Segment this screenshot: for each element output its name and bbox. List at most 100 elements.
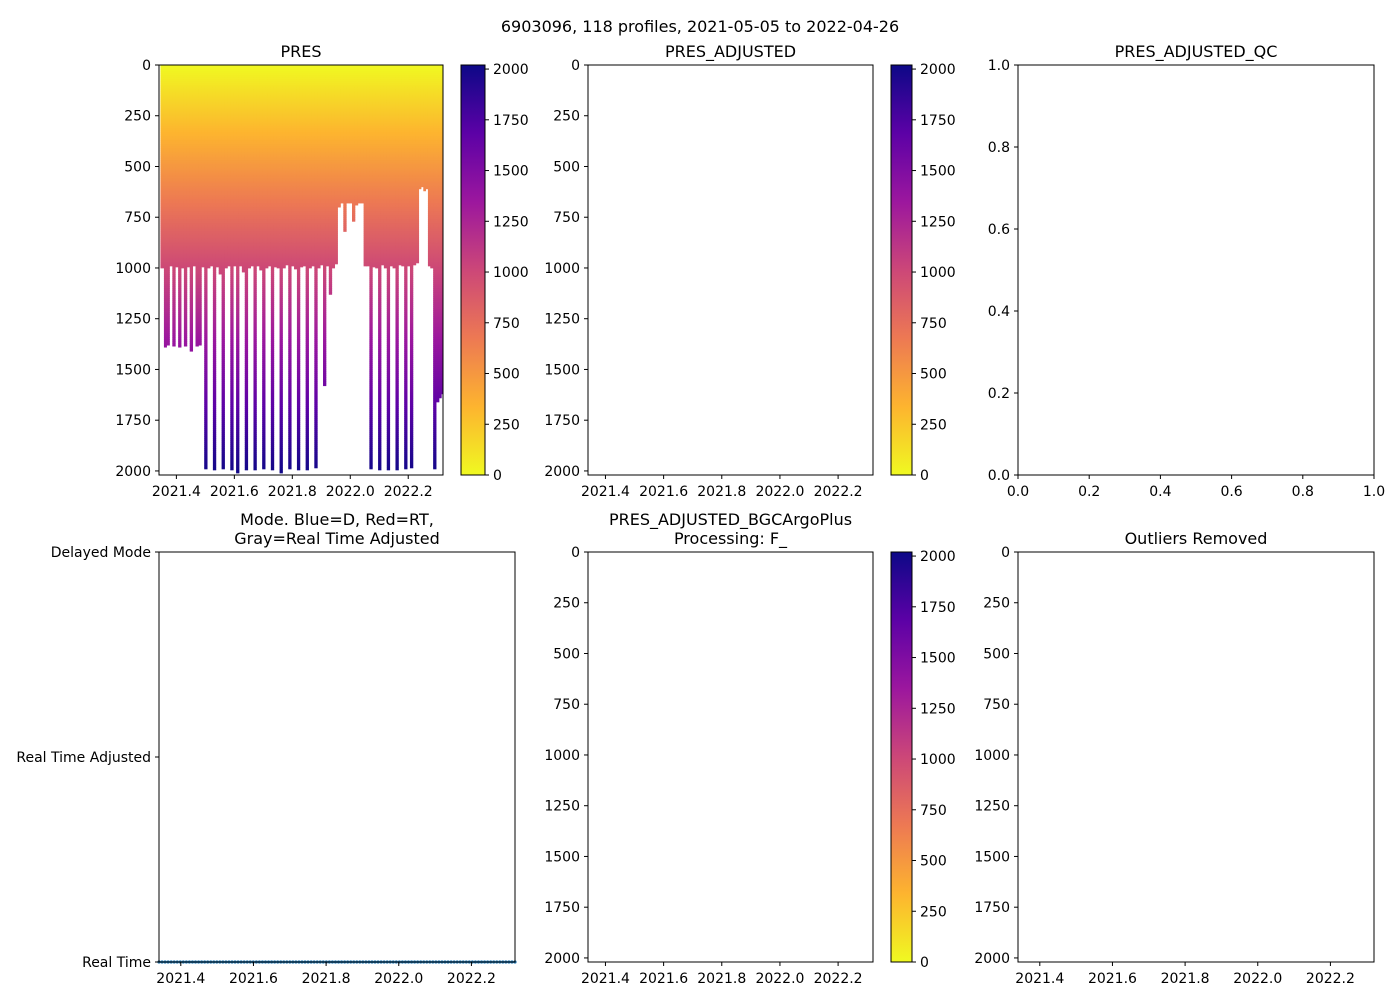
pres-profile-cell xyxy=(218,150,222,153)
pres-profile-cell xyxy=(224,154,228,157)
pres-profile-cell xyxy=(238,182,243,186)
pres-profile-cell xyxy=(160,138,165,141)
pres-profile-cell xyxy=(244,383,249,387)
pres-profile-cell xyxy=(265,136,269,139)
pres-profile-cell xyxy=(244,125,249,129)
pres-profile-cell xyxy=(189,174,194,178)
pres-profile-cell xyxy=(262,144,266,147)
pres-profile-cell xyxy=(262,434,266,437)
pres-profile-cell xyxy=(253,410,257,413)
pres-profile-cell xyxy=(204,231,208,234)
pres-profile-cell xyxy=(169,148,173,151)
pres-profile-cell xyxy=(183,310,188,314)
pres-profile-cell xyxy=(253,217,257,220)
pres-profile-cell xyxy=(215,91,220,94)
pres-profile-cell xyxy=(259,178,263,182)
pres-profile-cell xyxy=(253,436,257,439)
pres-profile-cell xyxy=(218,255,222,259)
pres-profile-cell xyxy=(227,227,231,230)
pres-profile-cell xyxy=(244,203,249,206)
pres-profile-cell xyxy=(265,113,269,117)
pres-profile-cell xyxy=(215,107,220,111)
pres-profile-cell xyxy=(253,440,257,443)
pres-profile-cell xyxy=(212,347,217,350)
pres-profile-cell xyxy=(207,156,211,159)
pres-profile-cell xyxy=(236,395,240,399)
pres-profile-cell xyxy=(183,119,188,123)
pres-profile-cell xyxy=(195,150,199,153)
pres-profile-cell xyxy=(166,125,170,129)
pres-profile-cell xyxy=(178,237,182,240)
pres-profile-cell xyxy=(201,138,205,141)
pres-profile-cell xyxy=(201,121,205,125)
pres-profile-cell xyxy=(241,148,246,151)
pres-profile-cell xyxy=(195,247,199,251)
pres-profile-cell xyxy=(166,91,170,94)
pres-profile-cell xyxy=(256,164,260,167)
pres-profile-cell xyxy=(233,140,237,143)
pres-profile-cell xyxy=(236,324,240,328)
pres-profile-cell xyxy=(192,156,196,159)
pres-profile-cell xyxy=(204,452,208,456)
pres-profile-cell xyxy=(201,131,205,135)
pres-profile-cell xyxy=(236,454,240,458)
pres-profile-cell xyxy=(212,462,217,466)
pres-profile-cell xyxy=(221,71,225,74)
pres-profile-cell xyxy=(204,247,208,251)
pres-profile-cell xyxy=(210,67,214,70)
pres-profile-cell xyxy=(204,430,208,433)
pres-profile-cell xyxy=(210,188,214,192)
pres-profile-cell xyxy=(265,172,269,175)
pres-profile-cell xyxy=(233,255,237,259)
pres-profile-cell xyxy=(201,243,205,247)
pres-profile-cell xyxy=(230,290,234,293)
pres-profile-cell xyxy=(186,168,191,171)
pres-profile-cell xyxy=(195,182,199,186)
pres-profile-cell xyxy=(198,188,202,192)
pres-profile-cell xyxy=(183,156,188,159)
pres-profile-cell xyxy=(192,209,196,212)
pres-profile-cell xyxy=(215,243,220,247)
pres-profile-cell xyxy=(198,343,202,346)
pres-profile-cell xyxy=(169,129,173,133)
pres-profile-cell xyxy=(189,131,194,135)
pres-profile-cell xyxy=(198,276,202,279)
pres-profile-cell xyxy=(178,296,182,299)
pres-profile-cell xyxy=(178,308,182,311)
pres-profile-cell xyxy=(221,190,225,194)
pres-profile-cell xyxy=(259,196,263,200)
pres-profile-cell xyxy=(160,93,165,96)
pres-profile-cell xyxy=(183,278,188,281)
pres-profile-cell xyxy=(224,99,228,102)
pres-profile-cell xyxy=(195,127,199,131)
pres-profile-cell xyxy=(238,257,243,261)
pres-profile-cell xyxy=(227,184,231,188)
pres-profile-cell xyxy=(247,249,251,253)
pres-profile-cell xyxy=(204,99,208,102)
pres-profile-cell xyxy=(163,255,167,259)
pres-profile-cell xyxy=(221,156,225,159)
pres-profile-cell xyxy=(195,166,199,169)
pres-profile-cell xyxy=(230,95,234,98)
pres-profile-cell xyxy=(233,107,237,111)
pres-profile-cell xyxy=(204,148,208,151)
pres-profile-cell xyxy=(253,357,257,360)
pres-profile-cell xyxy=(241,249,246,253)
pres-profile-cell xyxy=(198,239,202,242)
pres-profile-cell xyxy=(212,150,217,153)
pres-profile-cell xyxy=(169,229,173,232)
pres-profile-cell xyxy=(195,121,199,125)
pres-profile-cell xyxy=(172,150,176,153)
pres-profile-cell xyxy=(204,73,208,76)
pres-profile-cell xyxy=(253,397,257,401)
pres-profile-cell xyxy=(204,127,208,131)
pres-profile-cell xyxy=(212,308,217,311)
pres-profile-cell xyxy=(189,274,194,277)
pres-profile-cell xyxy=(163,168,167,171)
pres-profile-cell xyxy=(241,129,246,133)
pres-profile-cell xyxy=(183,150,188,153)
pres-profile-cell xyxy=(253,373,257,376)
pres-profile-cell xyxy=(262,200,266,204)
pres-profile-cell xyxy=(230,446,234,450)
pres-profile-cell xyxy=(253,359,257,362)
